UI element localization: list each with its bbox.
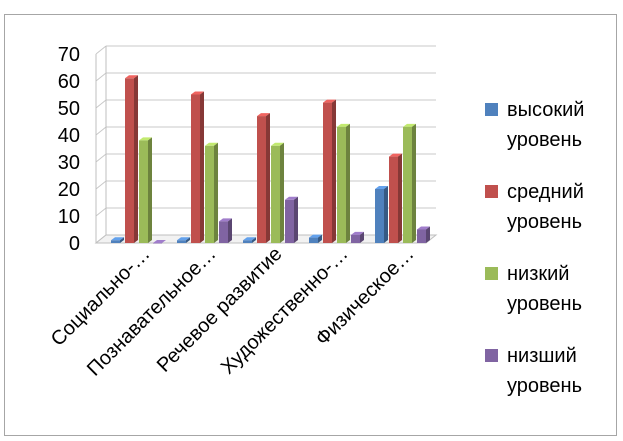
bar (323, 103, 332, 243)
bar (257, 116, 266, 243)
legend-swatch (485, 103, 498, 116)
y-tick-label: 0 (69, 233, 80, 255)
bar-side (134, 75, 138, 243)
x-tick-label: Речевое развитие (153, 243, 287, 377)
bar (309, 238, 318, 243)
chart-legend: высокий уровень средний уровень низкий уро… (483, 95, 623, 423)
gridline-side (96, 154, 106, 162)
bar (205, 146, 214, 243)
bar (177, 240, 186, 243)
gridline-side (96, 127, 106, 135)
bar-side (280, 143, 284, 243)
bar (243, 240, 252, 243)
bar (375, 189, 384, 243)
legend-item: высокий уровень (483, 95, 623, 177)
legend-label: низший уровень (507, 341, 617, 401)
y-tick-label: 70 (58, 44, 80, 66)
y-tick-label: 50 (58, 98, 80, 120)
bar (285, 200, 294, 243)
legend-item: средний уровень (483, 177, 623, 259)
bar (153, 243, 162, 244)
gridline-side (96, 100, 106, 108)
bar (417, 230, 426, 244)
x-tick-label: Познавательное… (83, 243, 221, 381)
bar-side (228, 218, 232, 243)
bar (351, 235, 360, 243)
bar-side (332, 100, 336, 243)
bar (219, 221, 228, 243)
bar-side (294, 197, 298, 243)
gridline-side (96, 73, 106, 81)
x-tick-label: Художественно-… (217, 243, 353, 379)
y-tick-label: 10 (58, 206, 80, 228)
legend-label: низкий уровень (507, 259, 617, 319)
bar (191, 95, 200, 244)
bar (271, 146, 280, 243)
y-tick-label: 30 (58, 152, 80, 174)
bar (389, 157, 398, 243)
legend-swatch (485, 185, 498, 198)
legend-label: высокий уровень (507, 95, 617, 155)
bar (111, 240, 120, 243)
y-tick-label: 20 (58, 179, 80, 201)
bar-side (214, 143, 218, 243)
bar (403, 127, 412, 243)
gridline-side (96, 208, 106, 216)
bar-side (346, 124, 350, 243)
legend-item: низкий уровень (483, 259, 623, 341)
gridline-side (96, 46, 106, 54)
legend-swatch (485, 267, 498, 280)
bar-side (200, 92, 204, 244)
legend-item: низший уровень (483, 341, 623, 423)
bar-side (412, 124, 416, 243)
chart-frame: 0 10 20 30 40 50 60 70 Социально-… Познавательное… (4, 14, 617, 436)
bar-side (398, 154, 402, 243)
legend-label: средний уровень (507, 177, 617, 237)
y-tick-label: 40 (58, 125, 80, 147)
bar (337, 127, 346, 243)
legend-swatch (485, 349, 498, 362)
bar (125, 78, 134, 243)
gridline-side (96, 181, 106, 189)
bar-side (266, 113, 270, 243)
y-tick-label: 60 (58, 71, 80, 93)
bar-side (148, 137, 152, 243)
bar-side (384, 186, 388, 243)
bar (139, 140, 148, 243)
